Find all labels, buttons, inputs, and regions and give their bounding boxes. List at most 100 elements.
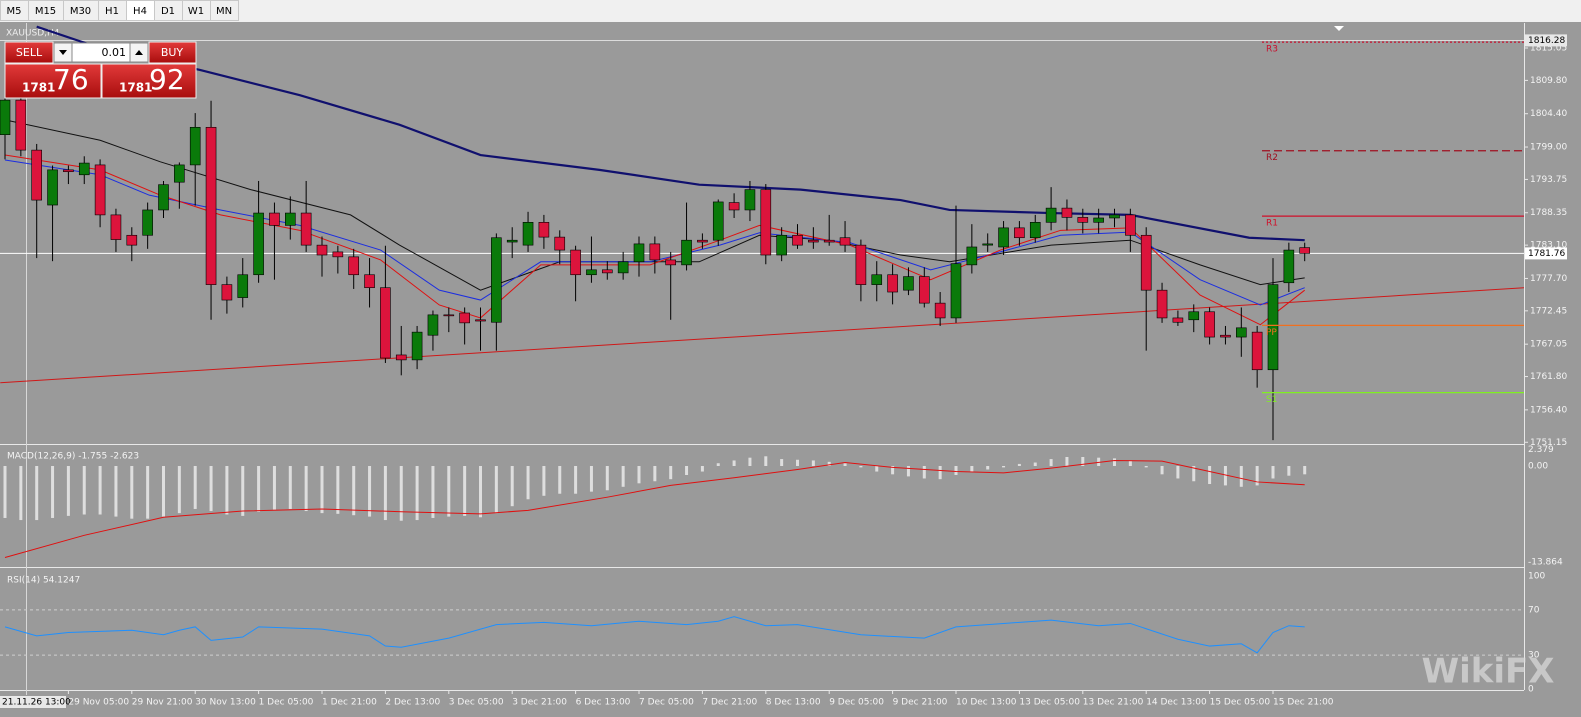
timeframe-label: M5 bbox=[7, 6, 22, 17]
candle-bear bbox=[15, 99, 27, 151]
candle-bear bbox=[1172, 317, 1184, 323]
price-label: 1777.70 bbox=[1530, 274, 1567, 284]
macd-bar bbox=[257, 466, 261, 512]
main-plot: R3 R2 R1 PP S1 bbox=[0, 25, 1524, 441]
macd-bar bbox=[304, 466, 308, 512]
candle-bull bbox=[744, 189, 756, 211]
macd-bar bbox=[1239, 466, 1243, 487]
buy-button[interactable] bbox=[148, 41, 197, 64]
candle-bear bbox=[649, 243, 661, 261]
candle-bear bbox=[443, 314, 455, 317]
price-label: 1761.80 bbox=[1530, 372, 1567, 382]
candle-bear bbox=[1204, 311, 1215, 338]
time-label: 13 Dec 21:00 bbox=[1083, 698, 1144, 708]
macd-bar bbox=[1017, 463, 1021, 466]
candle-bear bbox=[380, 287, 391, 359]
macd-bar bbox=[82, 466, 86, 515]
candle-bear bbox=[269, 212, 280, 226]
macd-axis-label: -13.864 bbox=[1528, 558, 1563, 568]
macd-bar bbox=[368, 466, 372, 517]
macd-bar bbox=[146, 466, 150, 519]
candle-bull bbox=[1045, 207, 1057, 223]
candle-bull bbox=[617, 261, 629, 274]
macd-bar bbox=[906, 466, 910, 477]
candle-bear bbox=[332, 251, 344, 258]
candle-bull bbox=[284, 212, 296, 226]
sell-label[interactable]: SELL bbox=[16, 46, 43, 59]
macd-bar bbox=[1271, 466, 1275, 479]
time-label: 1 Dec 05:00 bbox=[259, 698, 314, 708]
candle-bear bbox=[728, 202, 740, 211]
time-label: 13 Dec 05:00 bbox=[1019, 698, 1080, 708]
time-highlight bbox=[0, 696, 66, 708]
timeframe-button[interactable] bbox=[210, 0, 239, 21]
timeframe-label: D1 bbox=[161, 6, 175, 17]
macd-bar bbox=[162, 466, 165, 517]
macd-bar bbox=[1176, 466, 1180, 479]
candle-bear bbox=[570, 249, 581, 276]
macd-bar bbox=[1065, 456, 1069, 466]
macd-bar bbox=[66, 466, 70, 516]
price-label: 1788.35 bbox=[1530, 208, 1567, 218]
shift-marker bbox=[1334, 26, 1344, 31]
price-label: 1815.05 bbox=[1530, 44, 1567, 54]
trade-panel: SELL 0.01 BUY 1781 76 1781 92 bbox=[4, 41, 197, 99]
macd-bar bbox=[542, 466, 546, 496]
ask-box[interactable] bbox=[101, 63, 197, 99]
macd-bar bbox=[241, 466, 245, 516]
macd-bar bbox=[209, 466, 213, 512]
sell-button[interactable] bbox=[4, 41, 54, 64]
timeframe-label: M15 bbox=[35, 6, 56, 17]
macd-bar bbox=[859, 466, 863, 468]
candle-bull bbox=[0, 99, 11, 135]
candle-bear bbox=[205, 126, 217, 285]
pivot-label: PP bbox=[1266, 328, 1277, 338]
macd-bar bbox=[447, 466, 451, 517]
toolbar bbox=[0, 0, 1581, 22]
macd-label: MACD(12,26,9) -1.755 -2.623 bbox=[7, 452, 139, 462]
pivot-label: R3 bbox=[1266, 45, 1278, 55]
candle-bear bbox=[760, 189, 772, 256]
time-first-label: 21.11.26 13:00 bbox=[2, 698, 71, 708]
macd-bar bbox=[780, 459, 784, 466]
candle-bear bbox=[110, 214, 122, 240]
candle-bear bbox=[1061, 207, 1073, 218]
candle-bear bbox=[94, 164, 106, 216]
time-label: 6 Dec 13:00 bbox=[576, 698, 631, 708]
candle-bull bbox=[237, 274, 249, 298]
macd-bar bbox=[843, 463, 847, 466]
pivot-label: R2 bbox=[1266, 153, 1278, 163]
candle-bull bbox=[681, 239, 692, 266]
candle-bear bbox=[459, 312, 470, 324]
time-label: 10 Dec 13:00 bbox=[956, 698, 1017, 708]
time-label: 2 Dec 13:00 bbox=[385, 698, 440, 708]
candle-bear bbox=[1220, 334, 1231, 338]
watermark: WikiFX bbox=[1422, 652, 1555, 692]
bid-box[interactable] bbox=[4, 63, 102, 99]
candle-bear bbox=[221, 284, 233, 301]
macd-bar bbox=[1192, 466, 1196, 482]
candle-bear bbox=[126, 234, 138, 246]
macd-bar bbox=[891, 466, 895, 475]
macd-bar bbox=[51, 466, 55, 518]
candle-bull bbox=[411, 331, 423, 361]
time-label: 29 Nov 05:00 bbox=[68, 698, 129, 708]
macd-bar bbox=[1002, 466, 1006, 468]
rsi-axis-label: 30 bbox=[1528, 651, 1540, 661]
macd-bar bbox=[811, 460, 815, 466]
macd-bar bbox=[558, 466, 562, 494]
ask-pips: 92 bbox=[149, 63, 185, 96]
candle-bull bbox=[427, 314, 439, 336]
macd-bar bbox=[431, 466, 435, 518]
candle-bull bbox=[633, 243, 645, 263]
macd-bar bbox=[1255, 466, 1259, 486]
candle-bull bbox=[903, 276, 914, 291]
macd-bar bbox=[716, 463, 720, 466]
macd-bar bbox=[177, 466, 181, 514]
macd-bar bbox=[193, 466, 197, 509]
candle-bear bbox=[364, 274, 375, 289]
timeframe-label: MN bbox=[216, 6, 232, 17]
macd-bar bbox=[1033, 462, 1037, 466]
bid-pips: 76 bbox=[53, 63, 89, 96]
pivot-label: R1 bbox=[1266, 219, 1278, 229]
